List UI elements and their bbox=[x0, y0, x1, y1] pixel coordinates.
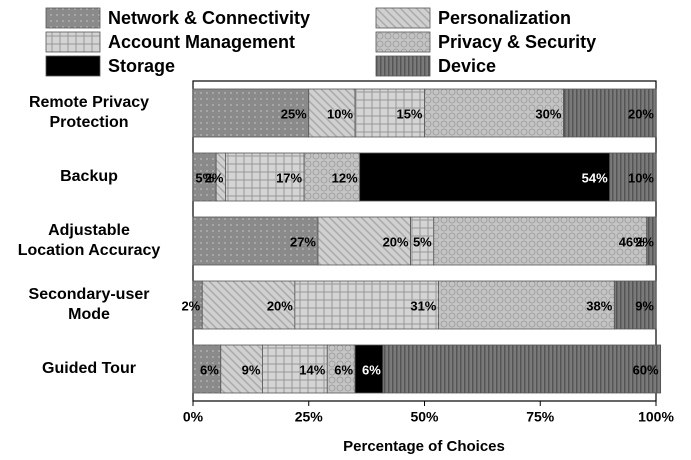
legend-label: Network & Connectivity bbox=[108, 8, 310, 28]
x-tick-label: 25% bbox=[295, 409, 324, 425]
value-label: 9% bbox=[635, 298, 654, 313]
legend-swatch bbox=[45, 55, 101, 77]
x-tick-label: 100% bbox=[638, 409, 674, 425]
value-label: 6% bbox=[334, 362, 353, 377]
value-label: 46% bbox=[619, 234, 645, 249]
bar-segment bbox=[354, 88, 425, 138]
value-label: 10% bbox=[628, 170, 654, 185]
bar-segment bbox=[225, 152, 305, 202]
value-label: 6% bbox=[362, 362, 381, 377]
value-label: 20% bbox=[267, 298, 293, 313]
value-label: 5% bbox=[413, 234, 432, 249]
value-label: 20% bbox=[628, 106, 654, 121]
legend-label: Storage bbox=[108, 56, 175, 76]
legend-label: Device bbox=[438, 56, 496, 76]
value-label: 5% bbox=[195, 170, 214, 185]
value-label: 30% bbox=[535, 106, 561, 121]
bar-segment bbox=[308, 88, 356, 138]
bar-segment bbox=[613, 280, 657, 330]
value-label: 14% bbox=[299, 362, 325, 377]
bar-segment bbox=[192, 88, 310, 138]
value-label: 15% bbox=[396, 106, 422, 121]
bar-segment bbox=[192, 216, 319, 266]
category-label: Guided Tour bbox=[42, 360, 136, 377]
x-tick-label: 0% bbox=[183, 409, 204, 425]
legend-label: Privacy & Security bbox=[438, 32, 596, 52]
bar-segment bbox=[294, 280, 439, 330]
value-label: 12% bbox=[332, 170, 358, 185]
value-label: 38% bbox=[586, 298, 612, 313]
value-label: 17% bbox=[276, 170, 302, 185]
value-label: 6% bbox=[200, 362, 219, 377]
bar-segment bbox=[201, 280, 296, 330]
value-label: 2% bbox=[205, 170, 224, 185]
bar-segment bbox=[609, 152, 657, 202]
value-label: 31% bbox=[410, 298, 436, 313]
value-label: 9% bbox=[242, 362, 261, 377]
value-label: 2% bbox=[181, 298, 200, 313]
x-tick-label: 50% bbox=[410, 409, 439, 425]
bar-segment bbox=[303, 152, 361, 202]
category-label: Adjustable Location Accuracy bbox=[17, 222, 161, 259]
legend-swatch bbox=[375, 55, 431, 77]
bar-segment bbox=[354, 344, 384, 394]
bar-segment bbox=[192, 344, 222, 394]
x-axis-title: Percentage of Choices bbox=[343, 438, 505, 455]
category-label: Remote Privacy Protection bbox=[28, 94, 150, 131]
bar-segment bbox=[220, 344, 263, 394]
value-label: 27% bbox=[290, 234, 316, 249]
value-label: 10% bbox=[327, 106, 353, 121]
value-label: 2% bbox=[635, 234, 654, 249]
legend-swatch bbox=[375, 31, 431, 53]
value-label: 25% bbox=[281, 106, 307, 121]
x-tick-label: 75% bbox=[526, 409, 555, 425]
bar-segment bbox=[359, 152, 611, 202]
category-label: Secondary-user Mode bbox=[28, 286, 150, 323]
bar-segment bbox=[563, 88, 657, 138]
value-label: 20% bbox=[383, 234, 409, 249]
legend-label: Personalization bbox=[438, 8, 571, 28]
value-label: 60% bbox=[633, 362, 659, 377]
legend-swatch bbox=[45, 7, 101, 29]
bar-segment bbox=[382, 344, 662, 394]
bar-segment bbox=[317, 216, 412, 266]
bar-segment bbox=[646, 216, 657, 266]
category-label: Backup bbox=[60, 168, 118, 185]
legend-label: Account Management bbox=[108, 32, 295, 52]
legend-swatch bbox=[45, 31, 101, 53]
value-label: 54% bbox=[582, 170, 608, 185]
legend-swatch bbox=[375, 7, 431, 29]
bar-segment bbox=[433, 216, 648, 266]
